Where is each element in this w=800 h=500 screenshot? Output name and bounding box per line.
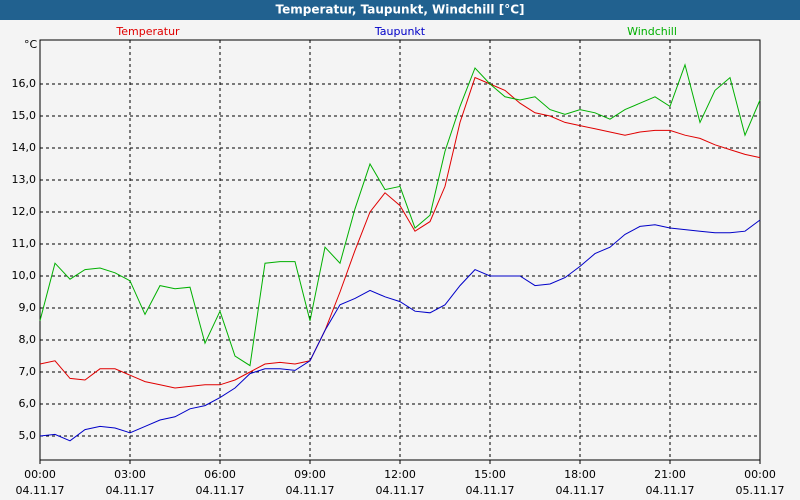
x-tick-label: 18:00 04.11.17 — [556, 468, 605, 497]
legend-entry: Taupunkt — [374, 25, 426, 38]
title-bar — [0, 0, 800, 20]
x-tick-label: 06:00 04.11.17 — [196, 468, 245, 497]
x-tick-label: 09:00 04.11.17 — [286, 468, 335, 497]
y-tick-label: 15,0 — [12, 109, 37, 122]
y-tick-label: 14,0 — [12, 141, 37, 154]
x-tick-label-line: 04.11.17 — [556, 484, 605, 497]
x-tick-label-line: 03:00 — [114, 468, 146, 481]
y-tick-label: 16,0 — [12, 77, 37, 90]
x-tick-label-line: 09:00 — [294, 468, 326, 481]
legend-entry: Temperatur — [115, 25, 180, 38]
x-tick-label-line: 18:00 — [564, 468, 596, 481]
x-tick-label: 00:00 05.11.17 — [736, 468, 785, 497]
x-tick-label: 12:00 04.11.17 — [376, 468, 425, 497]
y-tick-label: 12,0 — [12, 205, 37, 218]
x-tick-label-line: 00:00 — [24, 468, 56, 481]
x-tick-label-line: 06:00 — [204, 468, 236, 481]
x-tick-label-line: 04.11.17 — [376, 484, 425, 497]
data-line — [39, 76, 761, 389]
chart-title: Temperatur, Taupunkt, Windchill [°C] — [276, 3, 525, 17]
x-tick-label: 03:00 04.11.17 — [106, 468, 155, 497]
y-unit: °C — [24, 38, 38, 51]
x-tick-label-line: 04.11.17 — [286, 484, 335, 497]
y-tick-label: 13,0 — [12, 173, 37, 186]
x-tick-label-line: 00:00 — [744, 468, 776, 481]
y-tick-label: 8,0 — [19, 333, 37, 346]
x-tick-label-line: 04.11.17 — [106, 484, 155, 497]
data-line — [39, 219, 761, 442]
legend-entry: Windchill — [627, 25, 677, 38]
x-tick-label: 00:00 04.11.17 — [16, 468, 65, 497]
x-tick-label-line: 15:00 — [474, 468, 506, 481]
x-tick-label: 21:00 04.11.17 — [646, 468, 695, 497]
y-tick-label: 9,0 — [19, 301, 37, 314]
data-line — [39, 63, 761, 367]
y-tick-label: 6,0 — [19, 397, 37, 410]
x-tick-label-line: 04.11.17 — [16, 484, 65, 497]
x-tick-label-line: 04.11.17 — [646, 484, 695, 497]
y-tick-label: 5,0 — [19, 429, 37, 442]
y-tick-label: 7,0 — [19, 365, 37, 378]
y-tick-label: 11,0 — [12, 237, 37, 250]
x-tick-label-line: 21:00 — [654, 468, 686, 481]
y-tick-label: 10,0 — [12, 269, 37, 282]
x-tick-label-line: 04.11.17 — [196, 484, 245, 497]
x-tick-label-line: 12:00 — [384, 468, 416, 481]
x-tick-label: 15:00 04.11.17 — [466, 468, 515, 497]
x-tick-label-line: 04.11.17 — [466, 484, 515, 497]
x-tick-label-line: 05.11.17 — [736, 484, 785, 497]
